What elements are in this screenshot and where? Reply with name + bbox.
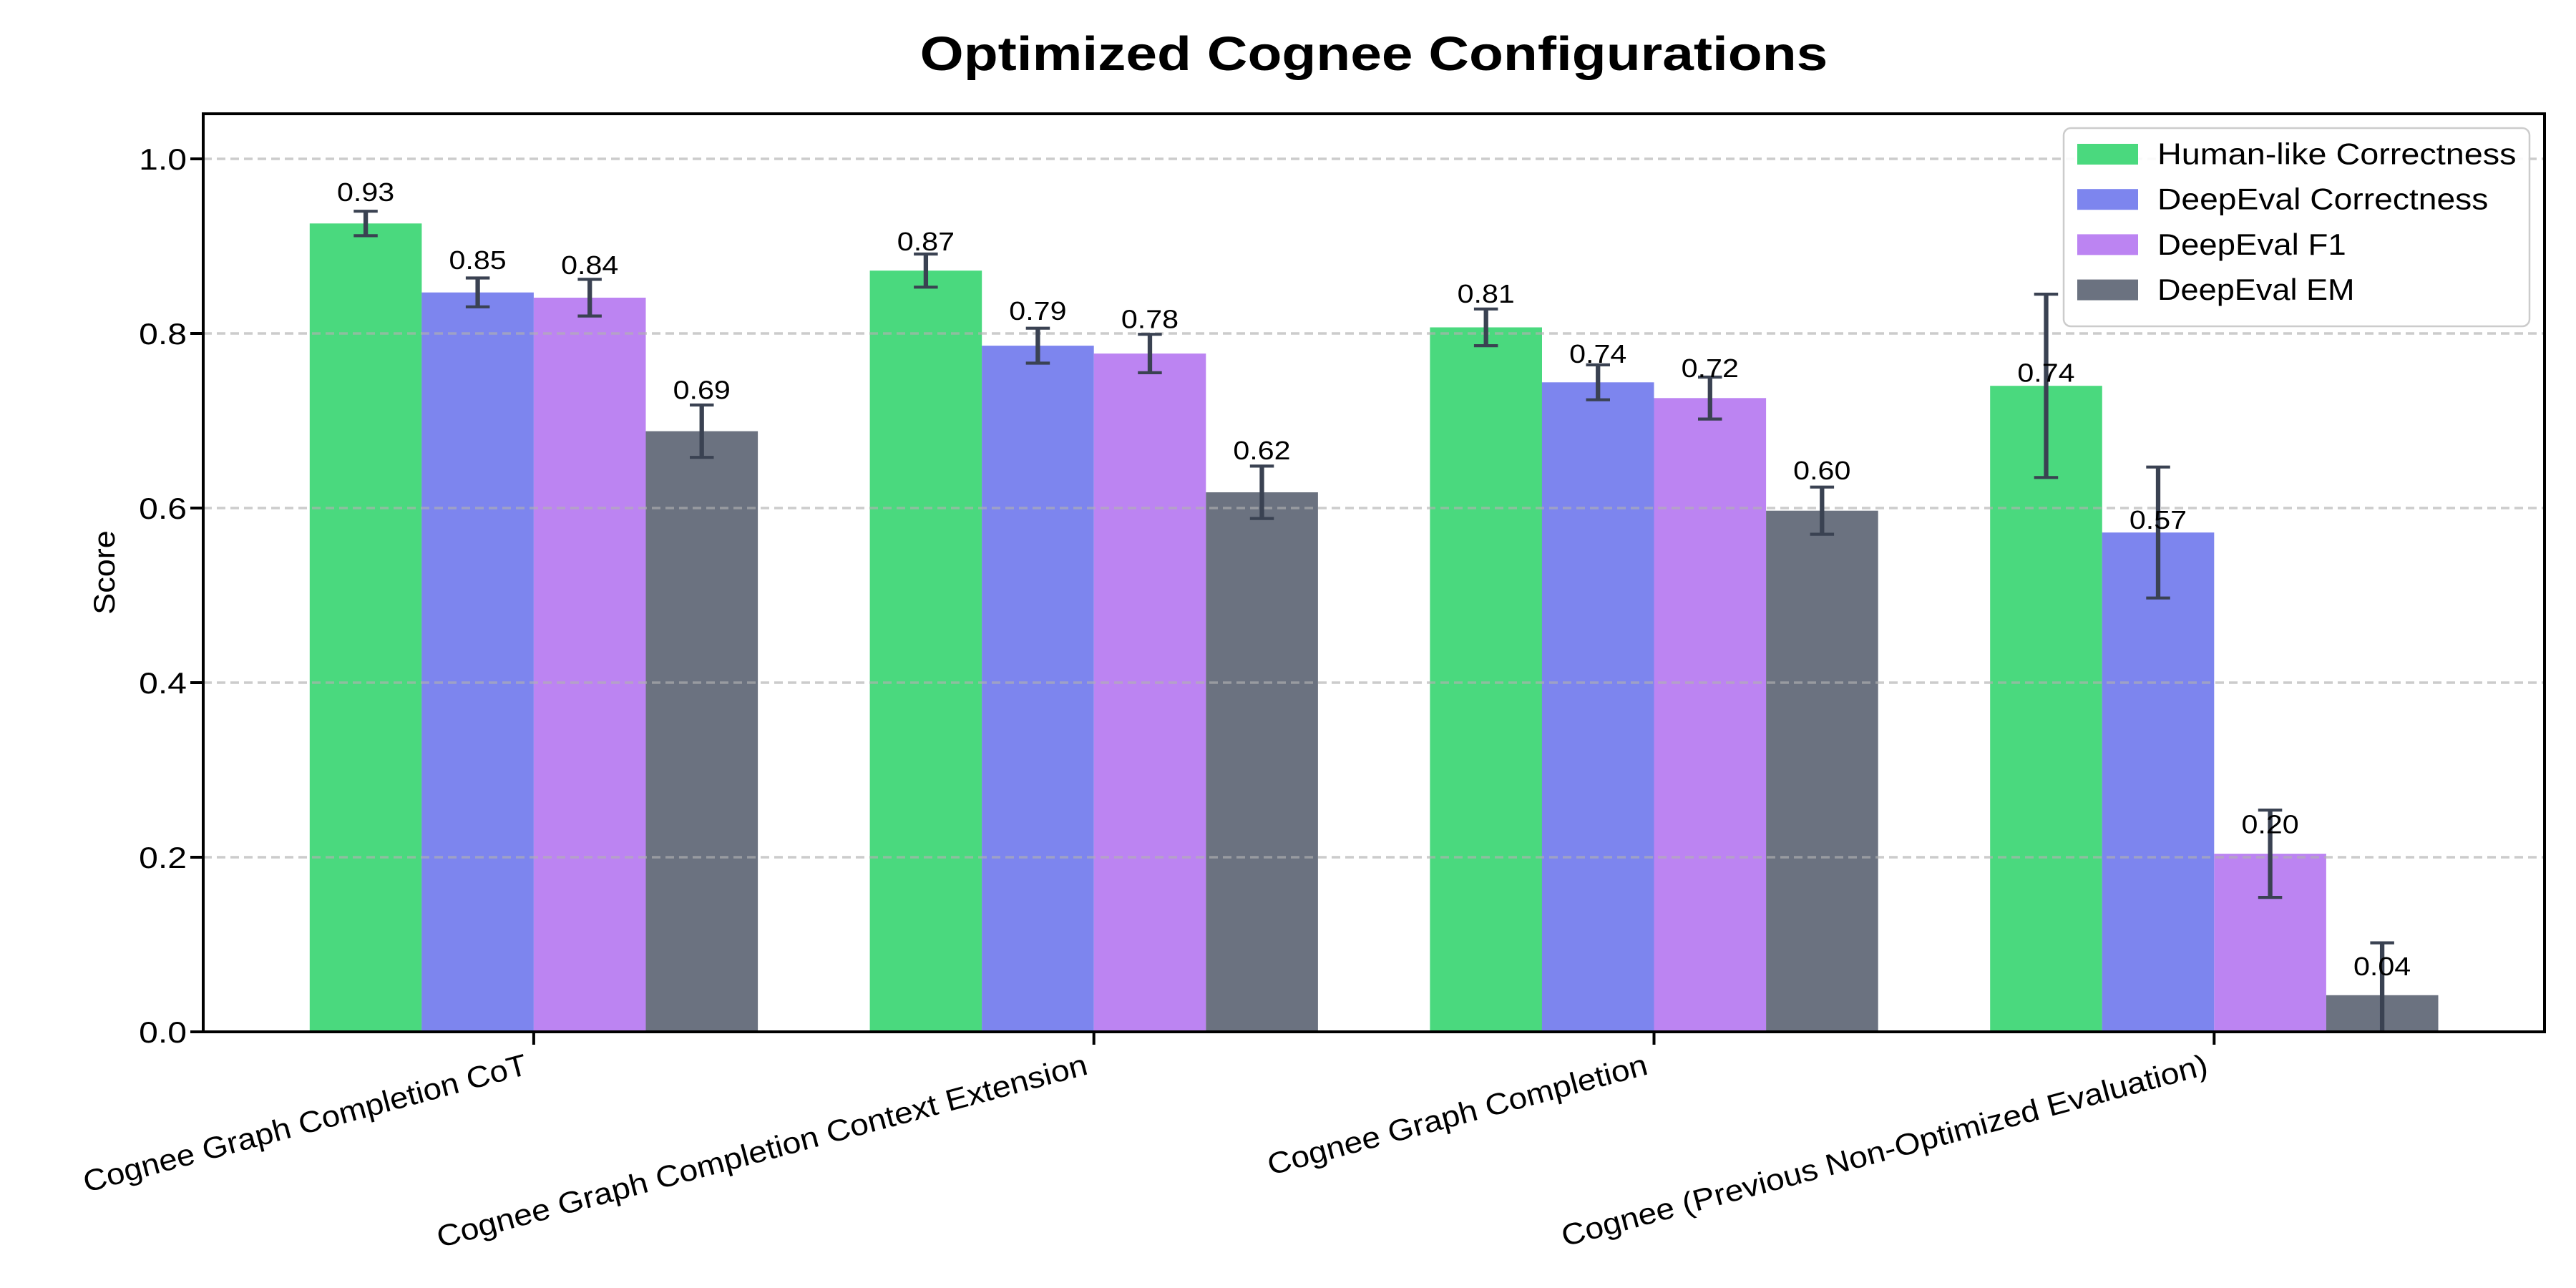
svg-text:0.78: 0.78: [1121, 305, 1179, 334]
svg-text:0.87: 0.87: [897, 227, 955, 256]
svg-text:0.74: 0.74: [1569, 339, 1626, 369]
svg-text:0.79: 0.79: [1009, 296, 1066, 326]
svg-text:0.74: 0.74: [2017, 358, 2074, 388]
svg-text:DeepEval F1: DeepEval F1: [2157, 228, 2346, 261]
svg-text:Human-like Correctness: Human-like Correctness: [2157, 137, 2517, 171]
svg-text:0.04: 0.04: [2353, 952, 2411, 981]
svg-text:0.20: 0.20: [2242, 810, 2299, 839]
svg-text:0.2: 0.2: [139, 841, 187, 874]
svg-text:1.0: 1.0: [139, 142, 187, 176]
svg-text:DeepEval EM: DeepEval EM: [2157, 273, 2355, 306]
svg-text:0.60: 0.60: [1793, 456, 1850, 485]
svg-text:0.8: 0.8: [139, 317, 187, 351]
svg-text:Optimized Cognee Configuration: Optimized Cognee Configurations: [920, 27, 1828, 81]
svg-text:0.0: 0.0: [139, 1015, 187, 1049]
svg-text:0.81: 0.81: [1458, 279, 1515, 308]
svg-text:0.6: 0.6: [139, 492, 187, 525]
svg-text:0.57: 0.57: [2129, 505, 2187, 535]
svg-text:0.84: 0.84: [561, 250, 618, 280]
svg-text:DeepEval Correctness: DeepEval Correctness: [2157, 182, 2488, 216]
svg-text:Score: Score: [87, 530, 121, 615]
svg-text:0.69: 0.69: [673, 376, 731, 405]
svg-text:0.62: 0.62: [1233, 436, 1290, 465]
svg-text:0.85: 0.85: [449, 245, 507, 275]
svg-text:0.72: 0.72: [1682, 353, 1739, 383]
svg-text:0.93: 0.93: [337, 177, 394, 207]
svg-text:0.4: 0.4: [139, 666, 187, 700]
